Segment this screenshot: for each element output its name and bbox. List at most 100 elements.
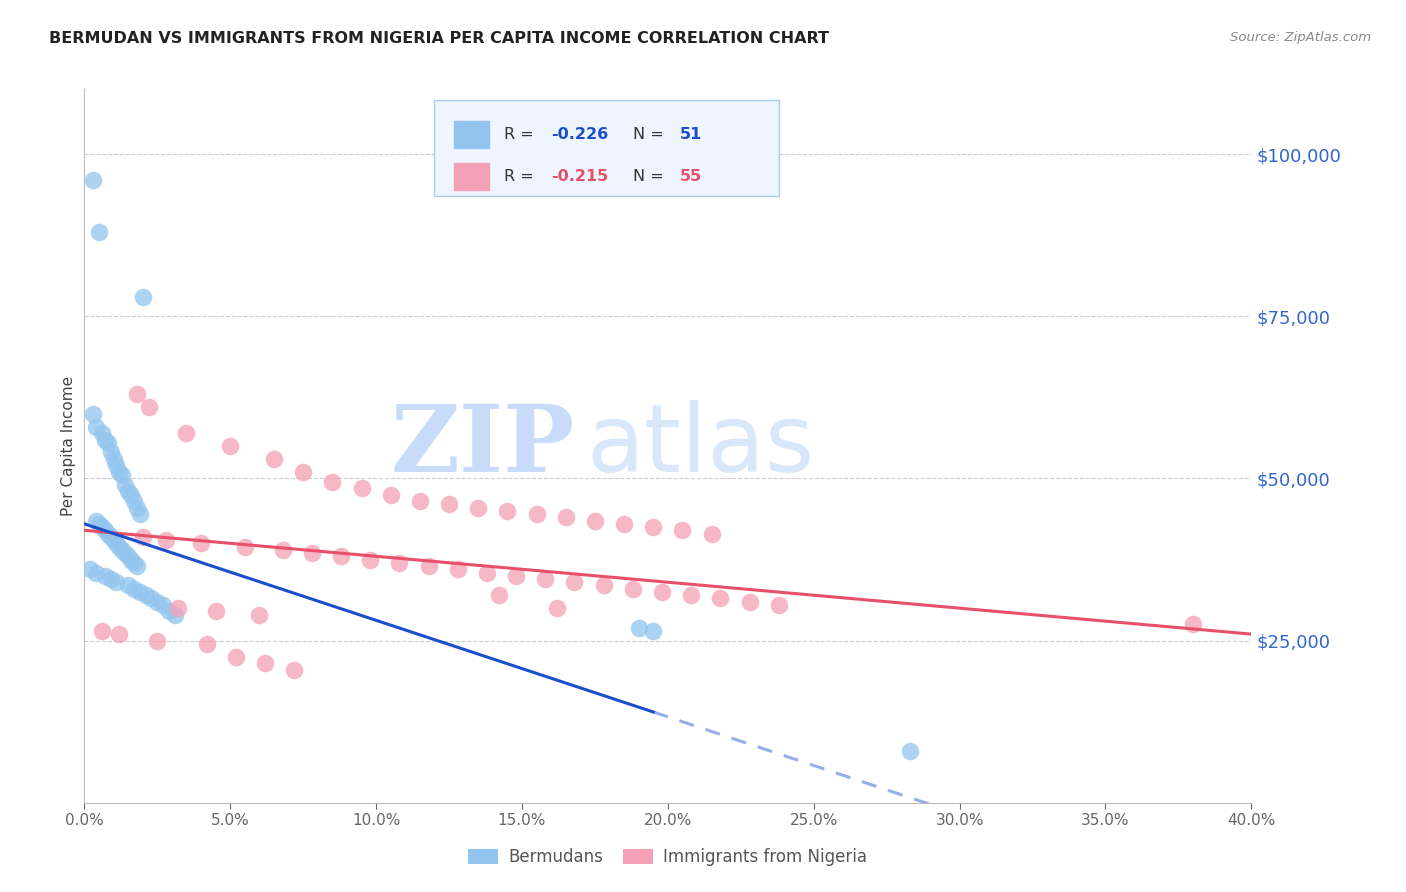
Point xyxy=(643,520,665,534)
Point xyxy=(219,439,242,453)
Point xyxy=(621,582,644,596)
Point xyxy=(105,536,128,550)
Point xyxy=(709,591,731,606)
Text: 51: 51 xyxy=(679,128,702,142)
Point xyxy=(111,542,134,557)
Point xyxy=(103,452,125,467)
Point xyxy=(475,566,498,580)
Point xyxy=(82,173,104,187)
Point xyxy=(128,507,150,521)
Text: -0.215: -0.215 xyxy=(551,169,609,184)
Point xyxy=(117,484,139,499)
Point xyxy=(496,504,519,518)
Point xyxy=(128,585,150,599)
Point xyxy=(283,663,305,677)
Point xyxy=(90,520,112,534)
Point xyxy=(94,433,117,447)
Bar xyxy=(454,163,489,190)
Point xyxy=(301,546,323,560)
Point xyxy=(120,552,142,566)
Point xyxy=(87,225,110,239)
Point xyxy=(350,481,373,495)
Point xyxy=(108,627,131,641)
Point xyxy=(84,514,107,528)
Point xyxy=(97,435,120,450)
Point xyxy=(105,458,128,473)
Point xyxy=(643,624,665,638)
Point xyxy=(90,624,112,638)
Point xyxy=(380,488,402,502)
Point xyxy=(82,407,104,421)
Point xyxy=(613,516,636,531)
Point xyxy=(554,510,576,524)
Text: Source: ZipAtlas.com: Source: ZipAtlas.com xyxy=(1230,31,1371,45)
Point xyxy=(84,566,107,580)
Point xyxy=(166,601,188,615)
Point xyxy=(225,649,247,664)
Point xyxy=(100,572,122,586)
Point xyxy=(120,488,142,502)
Point xyxy=(117,578,139,592)
Point xyxy=(108,540,131,554)
Point xyxy=(330,549,353,564)
Point xyxy=(1181,617,1204,632)
Point xyxy=(157,604,180,618)
Point xyxy=(103,533,125,547)
Point xyxy=(505,568,527,582)
Point xyxy=(155,533,177,547)
Point xyxy=(898,744,921,758)
Point xyxy=(97,526,120,541)
Point xyxy=(100,530,122,544)
Point xyxy=(176,425,198,440)
Point xyxy=(111,468,134,483)
Point xyxy=(79,562,101,576)
Point xyxy=(700,526,723,541)
Point xyxy=(122,494,145,508)
Point xyxy=(359,552,381,566)
Point xyxy=(190,536,212,550)
Point xyxy=(122,556,145,570)
Point xyxy=(388,556,411,570)
Point xyxy=(564,575,586,590)
Point xyxy=(671,524,693,538)
Point xyxy=(90,425,112,440)
Point xyxy=(583,514,606,528)
Text: atlas: atlas xyxy=(586,400,814,492)
Point xyxy=(247,607,270,622)
Point xyxy=(114,478,136,492)
Point xyxy=(105,575,128,590)
Point xyxy=(467,500,489,515)
Point xyxy=(146,595,169,609)
Point xyxy=(681,588,703,602)
Text: -0.226: -0.226 xyxy=(551,128,609,142)
Point xyxy=(87,516,110,531)
Point xyxy=(84,419,107,434)
Point xyxy=(195,637,218,651)
Point xyxy=(526,507,548,521)
Text: ZIP: ZIP xyxy=(391,401,575,491)
Point xyxy=(125,559,148,574)
Text: R =: R = xyxy=(505,128,540,142)
Point xyxy=(627,621,650,635)
Point xyxy=(146,633,169,648)
Point xyxy=(132,290,155,304)
Point xyxy=(135,588,157,602)
Point xyxy=(114,546,136,560)
Point xyxy=(263,452,285,467)
Point xyxy=(546,601,568,615)
Text: 55: 55 xyxy=(679,169,702,184)
FancyBboxPatch shape xyxy=(434,100,779,196)
Point xyxy=(94,568,117,582)
Point xyxy=(447,562,470,576)
Point xyxy=(117,549,139,564)
Point xyxy=(321,475,343,489)
Text: R =: R = xyxy=(505,169,540,184)
Text: N =: N = xyxy=(633,169,669,184)
Point xyxy=(125,500,148,515)
Point xyxy=(592,578,614,592)
Point xyxy=(651,585,673,599)
Point xyxy=(138,400,160,414)
Point xyxy=(254,657,277,671)
Point xyxy=(94,524,117,538)
Point xyxy=(271,542,294,557)
